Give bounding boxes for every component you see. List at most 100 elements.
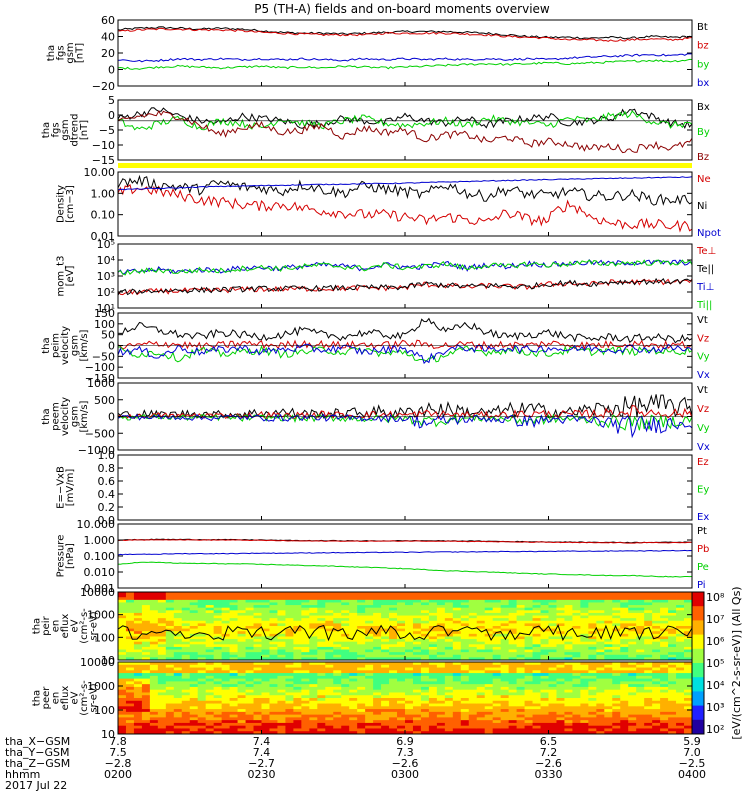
peir-cell — [125, 646, 135, 650]
peir-cell — [165, 631, 175, 635]
peir-cell — [652, 652, 661, 656]
x-tick-value: 7.5 — [109, 746, 127, 759]
peir-cell — [389, 641, 398, 645]
peer-cell — [492, 725, 502, 729]
peer-cell — [452, 698, 462, 702]
peer-cell — [189, 675, 199, 680]
peer-cell — [476, 692, 486, 696]
y-tick-label: 1000 — [87, 609, 115, 622]
legend-label: Vx — [697, 370, 710, 381]
peer-cell — [660, 670, 669, 674]
peer-cell — [604, 722, 613, 727]
peer-cell — [261, 675, 270, 680]
peir-cell — [173, 633, 183, 637]
peer-cell — [652, 703, 661, 707]
peir-cell — [428, 623, 438, 627]
peer-cell — [309, 662, 318, 666]
peer-cell — [381, 720, 390, 724]
peir-cell — [237, 620, 246, 624]
peer-cell — [548, 692, 557, 696]
peer-cell — [428, 698, 438, 702]
peer-cell — [500, 675, 510, 680]
peir-cell — [237, 633, 246, 637]
peer-cell — [516, 692, 525, 696]
peir-cell — [301, 597, 310, 601]
peer-cell — [141, 670, 151, 674]
peer-cell — [405, 667, 414, 671]
peer-cell — [684, 689, 693, 693]
peer-cell — [118, 670, 127, 674]
legend-label: Ni — [697, 201, 707, 212]
y-axis-label: en — [51, 692, 62, 705]
peer-cell — [173, 689, 183, 693]
peir-cell — [548, 620, 557, 624]
peir-cell — [325, 607, 334, 611]
peer-cell — [460, 678, 470, 682]
peir-cell — [556, 639, 565, 643]
peer-cell — [564, 689, 573, 693]
peir-cell — [676, 657, 685, 661]
peir-cell — [444, 628, 454, 632]
peer-cell — [572, 728, 581, 732]
peir-cell — [149, 639, 159, 643]
peer-cell — [269, 675, 278, 680]
peer-cell — [436, 700, 446, 704]
peer-cell — [293, 686, 302, 691]
peir-cell — [604, 612, 613, 616]
peir-cell — [484, 652, 494, 656]
peir-cell — [245, 599, 254, 603]
peir-cell — [476, 615, 486, 619]
peir-cell — [452, 612, 462, 616]
peir-cell — [652, 618, 661, 622]
peir-cell — [125, 615, 135, 619]
peir-cell — [269, 599, 278, 603]
peir-cell — [524, 631, 533, 635]
peer-cell — [165, 717, 175, 721]
peir-cell — [596, 594, 605, 598]
peer-cell — [285, 706, 294, 710]
peer-cell — [628, 675, 637, 680]
peer-cell — [556, 731, 565, 735]
peer-cell — [261, 698, 270, 702]
peir-cell — [684, 605, 693, 609]
peir-cell — [181, 605, 191, 609]
peer-cell — [444, 698, 454, 702]
peir-cell — [181, 592, 191, 596]
peer-cell — [149, 714, 159, 718]
peir-cell — [516, 610, 525, 614]
peir-cell — [397, 628, 406, 632]
peer-cell — [684, 681, 693, 685]
peer-cell — [428, 717, 438, 721]
peer-cell — [660, 664, 669, 668]
peer-cell — [133, 678, 143, 682]
peir-cell — [141, 657, 151, 661]
peir-cell — [588, 646, 597, 650]
peer-cell — [452, 720, 462, 724]
peir-cell — [604, 605, 613, 609]
peer-cell — [237, 664, 246, 668]
peer-cell — [261, 725, 270, 729]
peer-cell — [269, 695, 278, 699]
peer-cell — [389, 673, 398, 677]
peer-cell — [165, 706, 175, 710]
peir-cell — [357, 649, 366, 653]
peer-cell — [612, 692, 621, 696]
peer-cell — [165, 711, 175, 716]
peer-cell — [620, 673, 629, 677]
peer-cell — [197, 678, 207, 682]
peir-cell — [420, 615, 430, 619]
peer-cell — [197, 698, 207, 702]
peir-cell — [412, 654, 422, 658]
peer-cell — [420, 695, 430, 699]
peer-cell — [548, 700, 557, 704]
peer-cell — [253, 670, 262, 674]
peir-cell — [492, 639, 502, 643]
peer-cell — [428, 673, 438, 677]
peer-cell — [229, 695, 238, 699]
peer-cell — [118, 711, 127, 716]
peir-cell — [365, 636, 374, 640]
peer-cell — [181, 678, 191, 682]
peir-cell — [245, 644, 254, 648]
peer-cell — [157, 725, 167, 729]
y-axis-label: eflux — [60, 686, 71, 711]
